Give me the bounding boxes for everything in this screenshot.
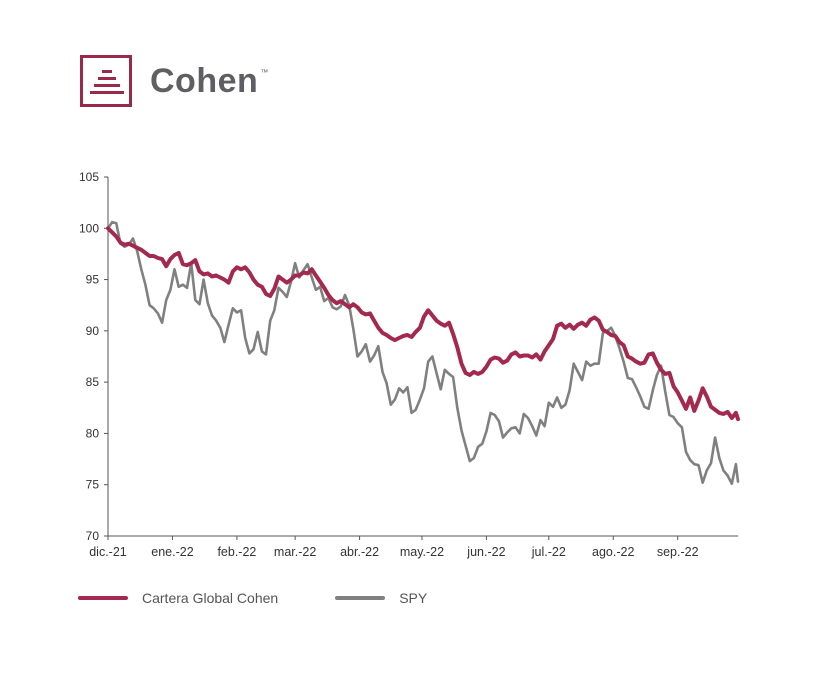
legend-label-spy: SPY [399, 590, 428, 606]
y-tick-label: 105 [79, 170, 99, 184]
x-tick-label: mar.-22 [274, 545, 316, 559]
y-tick-label: 70 [86, 529, 100, 543]
legend-item-cartera: Cartera Global Cohen [78, 590, 278, 606]
y-tick-label: 80 [86, 426, 100, 440]
series-line-spy [106, 220, 740, 486]
x-tick-label: dic.-21 [89, 545, 127, 559]
chart-legend: Cartera Global Cohen SPY [78, 590, 484, 606]
x-tick-label: sep.-22 [657, 545, 699, 559]
y-tick-label: 95 [86, 273, 100, 287]
series-line-cartera [106, 226, 740, 422]
x-tick-label: abr.-22 [340, 545, 379, 559]
y-tick-label: 85 [86, 375, 100, 389]
legend-label-cartera: Cartera Global Cohen [142, 590, 279, 606]
y-tick-label: 75 [86, 478, 100, 492]
brand-logo: Cohen ™ [80, 55, 269, 107]
x-tick-label: ene.-22 [151, 545, 193, 559]
x-tick-label: ago.-22 [592, 545, 634, 559]
x-tick-label: jun.-22 [466, 545, 505, 559]
legend-swatch-cartera [78, 596, 128, 600]
y-tick-label: 90 [86, 324, 100, 338]
legend-swatch-spy [335, 596, 386, 600]
x-tick-label: may.-22 [400, 545, 444, 559]
legend-item-spy: SPY [335, 590, 427, 606]
x-tick-label: jul.-22 [531, 545, 566, 559]
brand-name: Cohen ™ [150, 61, 269, 100]
cohen-logo-icon [80, 55, 132, 107]
y-tick-label: 100 [79, 221, 99, 235]
x-tick-label: feb.-22 [217, 545, 256, 559]
